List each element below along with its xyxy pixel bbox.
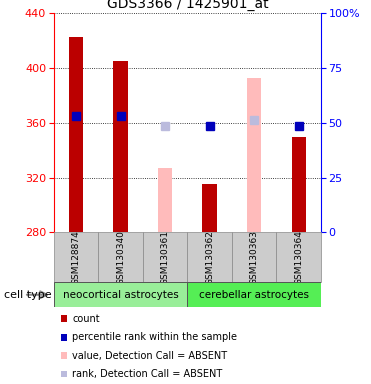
Bar <box>187 232 232 282</box>
Text: value, Detection Call = ABSENT: value, Detection Call = ABSENT <box>72 351 227 361</box>
Text: GSM130362: GSM130362 <box>205 230 214 285</box>
Text: percentile rank within the sample: percentile rank within the sample <box>72 332 237 342</box>
Bar <box>276 232 321 282</box>
Bar <box>247 78 261 232</box>
Text: GSM130361: GSM130361 <box>161 230 170 285</box>
Text: cerebellar astrocytes: cerebellar astrocytes <box>199 290 309 300</box>
Bar <box>143 232 187 282</box>
Text: count: count <box>72 314 100 324</box>
Bar <box>54 232 98 282</box>
Bar <box>114 61 128 232</box>
Bar <box>203 184 217 232</box>
Bar <box>98 232 143 282</box>
Text: GSM130363: GSM130363 <box>250 230 259 285</box>
Text: GSM128874: GSM128874 <box>72 230 81 285</box>
Bar <box>54 282 187 307</box>
Bar <box>292 137 306 232</box>
Bar <box>232 232 276 282</box>
Text: GSM130340: GSM130340 <box>116 230 125 285</box>
Text: rank, Detection Call = ABSENT: rank, Detection Call = ABSENT <box>72 369 223 379</box>
Text: GSM130364: GSM130364 <box>294 230 303 285</box>
Bar <box>187 282 321 307</box>
Bar <box>69 37 83 232</box>
Title: GDS3366 / 1425901_at: GDS3366 / 1425901_at <box>106 0 268 11</box>
Bar <box>158 168 172 232</box>
Text: cell type: cell type <box>4 290 51 300</box>
Text: neocortical astrocytes: neocortical astrocytes <box>63 290 178 300</box>
